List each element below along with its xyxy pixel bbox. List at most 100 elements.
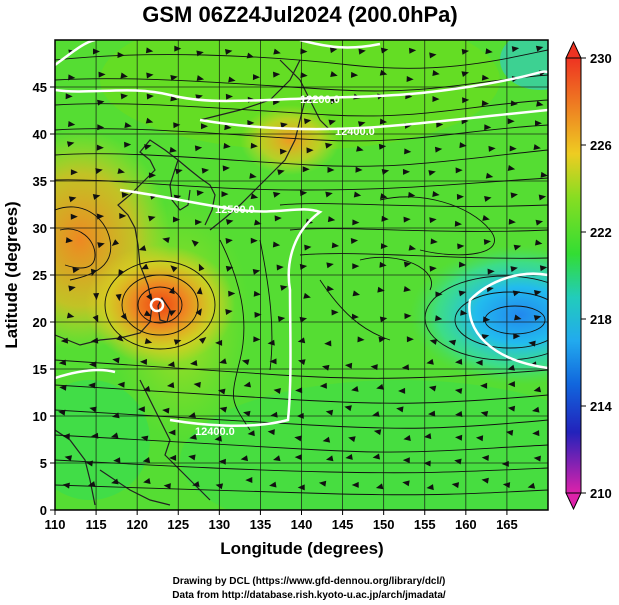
wind-arrow: [326, 285, 335, 292]
wind-arrow: [327, 216, 336, 223]
wind-arrow: [429, 265, 437, 272]
wind-arrow: [404, 148, 412, 155]
wind-arrow: [92, 48, 100, 55]
wind-arrow: [252, 74, 260, 81]
wind-arrow: [243, 410, 251, 417]
wind-arrow: [432, 191, 440, 197]
wind-arrow: [426, 484, 434, 491]
wind-arrow: [426, 358, 434, 365]
wind-arrow: [502, 482, 511, 489]
wind-arrow: [532, 430, 540, 437]
wind-arrow: [228, 76, 236, 83]
wind-arrow: [379, 118, 388, 125]
wind-arrow: [455, 434, 463, 441]
wind-arrow: [222, 165, 230, 172]
wind-arrow: [274, 215, 282, 222]
wind-arrow: [173, 339, 182, 346]
wind-arrow: [96, 144, 104, 151]
wind-arrow: [219, 406, 228, 413]
wind-arrow: [189, 433, 197, 440]
height-contours: [55, 40, 548, 427]
wind-arrow: [401, 364, 410, 371]
wind-arrow: [318, 480, 327, 487]
wind-arrow: [68, 285, 76, 292]
wind-arrow: [455, 411, 463, 417]
wind-arrow: [120, 72, 128, 79]
y-axis-label: Latitude (degrees): [2, 201, 21, 348]
wind-arrow: [350, 71, 359, 78]
wind-arrow: [225, 265, 234, 272]
wind-arrow: [117, 381, 125, 388]
wind-arrow: [64, 455, 73, 462]
colorbar-top-arrow: [565, 40, 582, 59]
wind-arrow: [246, 52, 255, 59]
wind-arrow: [321, 364, 330, 371]
wind-arrow: [144, 144, 152, 151]
wind-arrow: [146, 293, 153, 301]
wind-arrow: [215, 339, 223, 346]
wind-arrow: [110, 432, 119, 439]
x-axis-ticks: 110 115 120 125 130 135 140 145 150 155 160 165: [45, 510, 518, 532]
wind-arrow: [93, 293, 100, 301]
wind-arrow: [72, 267, 80, 274]
wind-arrow: [436, 121, 444, 128]
wind-arrow: [379, 69, 388, 76]
wind-arrow: [223, 142, 231, 149]
x-tick-label: 135: [250, 517, 272, 532]
wind-arrow: [120, 93, 128, 100]
wind-arrow: [402, 168, 410, 175]
wind-arrow: [344, 405, 352, 412]
wind-arrow: [507, 364, 515, 371]
wind-arrow: [225, 238, 233, 244]
wind-arrow: [379, 261, 387, 268]
wind-arrow: [428, 410, 436, 417]
wind-arrow: [67, 121, 76, 127]
wind-arrow: [448, 339, 457, 346]
wind-arrow: [533, 386, 542, 393]
wind-arrow: [408, 244, 417, 251]
wind-arrow: [303, 118, 312, 125]
contour-label-1: 12200.0: [300, 94, 340, 106]
wind-arrow: [168, 310, 177, 317]
wind-arrow: [92, 314, 99, 323]
y-tick-label: 5: [40, 456, 47, 471]
wind-arrow: [513, 333, 521, 340]
wind-arrow: [98, 71, 106, 78]
wind-arrow: [172, 216, 180, 223]
wind-arrow: [277, 169, 285, 176]
wind-arrow: [190, 360, 198, 366]
wind-arrow: [146, 72, 154, 79]
colorbar-tick-label: 222: [590, 225, 612, 240]
wind-arrow: [224, 124, 232, 131]
x-tick-label: 130: [208, 517, 230, 532]
wind-arrow: [319, 382, 327, 389]
wind-arrow: [269, 481, 277, 488]
wind-arrow: [507, 381, 515, 388]
wind-arrow: [169, 454, 177, 461]
wind-arrow: [434, 315, 443, 322]
wind-arrow: [330, 71, 338, 78]
wind-arrow: [200, 123, 208, 130]
wind-arrow: [428, 385, 437, 392]
wind-arrow: [380, 47, 389, 54]
wind-arrow: [534, 239, 543, 246]
wind-arrow: [148, 172, 156, 179]
wind-arrow: [408, 47, 417, 54]
wind-arrow: [188, 454, 196, 461]
x-tick-label: 150: [373, 517, 395, 532]
wind-arrow: [280, 285, 288, 291]
wind-arrow: [381, 215, 389, 222]
wind-arrow: [294, 454, 302, 461]
wind-arrow: [533, 455, 541, 462]
x-tick-label: 155: [414, 517, 436, 532]
wind-arrow: [505, 429, 514, 436]
wind-arrow: [253, 290, 261, 297]
wind-arrow: [70, 169, 78, 176]
wind-arrow: [406, 76, 414, 82]
wind-arrow: [300, 48, 308, 55]
wind-arrow: [294, 435, 302, 442]
x-tick-label: 115: [86, 517, 107, 532]
wind-arrow: [351, 481, 359, 488]
wind-arrow: [325, 409, 334, 416]
